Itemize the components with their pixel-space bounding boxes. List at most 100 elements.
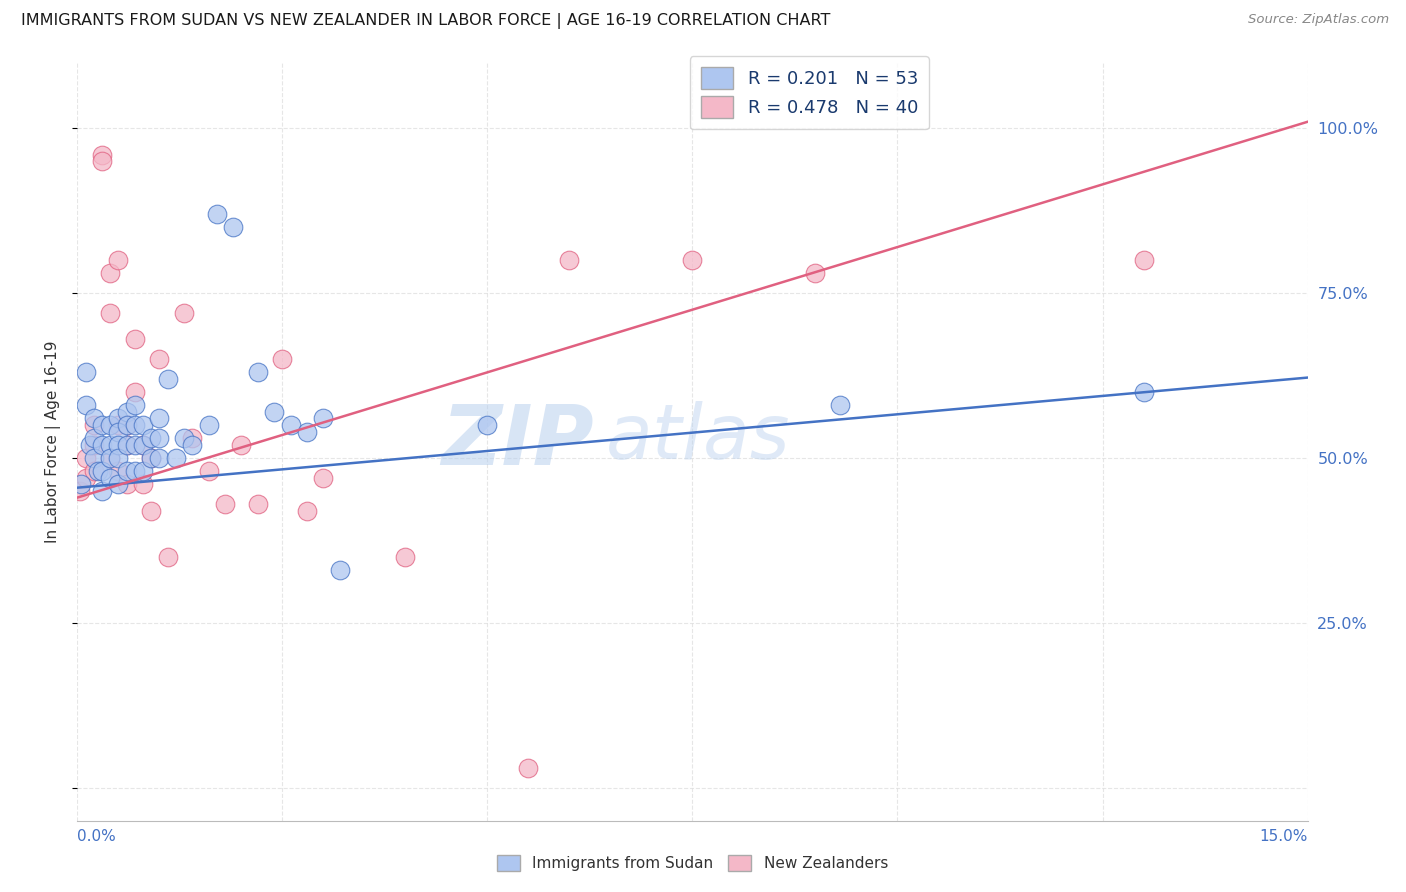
Point xyxy=(107,464,129,478)
Text: 0.0%: 0.0% xyxy=(77,829,117,844)
Point xyxy=(558,253,581,268)
Point xyxy=(132,477,155,491)
Point xyxy=(517,761,540,775)
Point xyxy=(295,504,318,518)
Point xyxy=(75,471,97,485)
Point xyxy=(75,450,97,465)
Point xyxy=(173,431,195,445)
Point xyxy=(83,411,105,425)
Text: ZIP: ZIP xyxy=(441,401,595,482)
Point xyxy=(107,477,129,491)
Point xyxy=(83,464,105,478)
Point xyxy=(197,464,219,478)
Point xyxy=(98,471,121,485)
Text: IMMIGRANTS FROM SUDAN VS NEW ZEALANDER IN LABOR FORCE | AGE 16-19 CORRELATION CH: IMMIGRANTS FROM SUDAN VS NEW ZEALANDER I… xyxy=(21,13,831,29)
Point xyxy=(280,418,302,433)
Point xyxy=(69,483,91,498)
Point xyxy=(148,352,170,367)
Text: Source: ZipAtlas.com: Source: ZipAtlas.com xyxy=(1249,13,1389,27)
Point xyxy=(107,450,129,465)
Point xyxy=(70,477,93,491)
Point xyxy=(90,438,114,452)
Point xyxy=(124,438,146,452)
Point xyxy=(197,418,219,433)
Y-axis label: In Labor Force | Age 16-19: In Labor Force | Age 16-19 xyxy=(45,340,62,543)
Point xyxy=(115,477,138,491)
Point xyxy=(124,332,146,346)
Point xyxy=(295,425,318,439)
Point xyxy=(115,438,138,452)
Point xyxy=(830,398,852,412)
Point xyxy=(75,365,97,379)
Point xyxy=(165,450,187,465)
Point xyxy=(1132,253,1154,268)
Point xyxy=(115,438,138,452)
Point xyxy=(312,471,335,485)
Point xyxy=(141,431,163,445)
Legend: Immigrants from Sudan, New Zealanders: Immigrants from Sudan, New Zealanders xyxy=(491,849,894,878)
Point xyxy=(115,405,138,419)
Point xyxy=(156,372,179,386)
Point xyxy=(107,425,129,439)
Point xyxy=(214,497,236,511)
Point xyxy=(98,450,121,465)
Point xyxy=(90,154,114,169)
Point xyxy=(329,563,352,577)
Point xyxy=(83,431,105,445)
Point xyxy=(90,464,114,478)
Point xyxy=(98,267,121,281)
Point xyxy=(141,450,163,465)
Point xyxy=(148,411,170,425)
Point xyxy=(263,405,285,419)
Point xyxy=(148,450,170,465)
Point xyxy=(148,431,170,445)
Point xyxy=(79,438,101,452)
Point xyxy=(107,253,129,268)
Point xyxy=(477,418,499,433)
Point xyxy=(132,438,155,452)
Point xyxy=(107,411,129,425)
Point xyxy=(181,431,204,445)
Point xyxy=(124,398,146,412)
Point xyxy=(98,438,121,452)
Point xyxy=(141,504,163,518)
Point xyxy=(107,438,129,452)
Point xyxy=(312,411,335,425)
Point xyxy=(804,267,827,281)
Point xyxy=(156,549,179,564)
Point xyxy=(231,438,253,452)
Point xyxy=(246,497,269,511)
Point xyxy=(87,464,110,478)
Point xyxy=(115,418,138,433)
Point xyxy=(107,418,129,433)
Point xyxy=(205,207,228,221)
Point xyxy=(141,450,163,465)
Point xyxy=(124,464,146,478)
Point xyxy=(115,418,138,433)
Point xyxy=(132,418,155,433)
Point xyxy=(98,450,121,465)
Point xyxy=(98,306,121,320)
Point xyxy=(98,418,121,433)
Point xyxy=(222,220,245,235)
Point xyxy=(124,385,146,400)
Point xyxy=(132,438,155,452)
Point xyxy=(90,147,114,161)
Text: atlas: atlas xyxy=(606,401,790,475)
Point xyxy=(181,438,204,452)
Point xyxy=(271,352,294,367)
Point xyxy=(682,253,704,268)
Text: 15.0%: 15.0% xyxy=(1260,829,1308,844)
Point xyxy=(246,365,269,379)
Point xyxy=(83,438,105,452)
Point xyxy=(1132,385,1154,400)
Point xyxy=(90,483,114,498)
Point xyxy=(173,306,195,320)
Point xyxy=(394,549,416,564)
Point xyxy=(83,418,105,433)
Point xyxy=(115,464,138,478)
Point xyxy=(90,418,114,433)
Point xyxy=(83,450,105,465)
Point xyxy=(132,464,155,478)
Point xyxy=(75,398,97,412)
